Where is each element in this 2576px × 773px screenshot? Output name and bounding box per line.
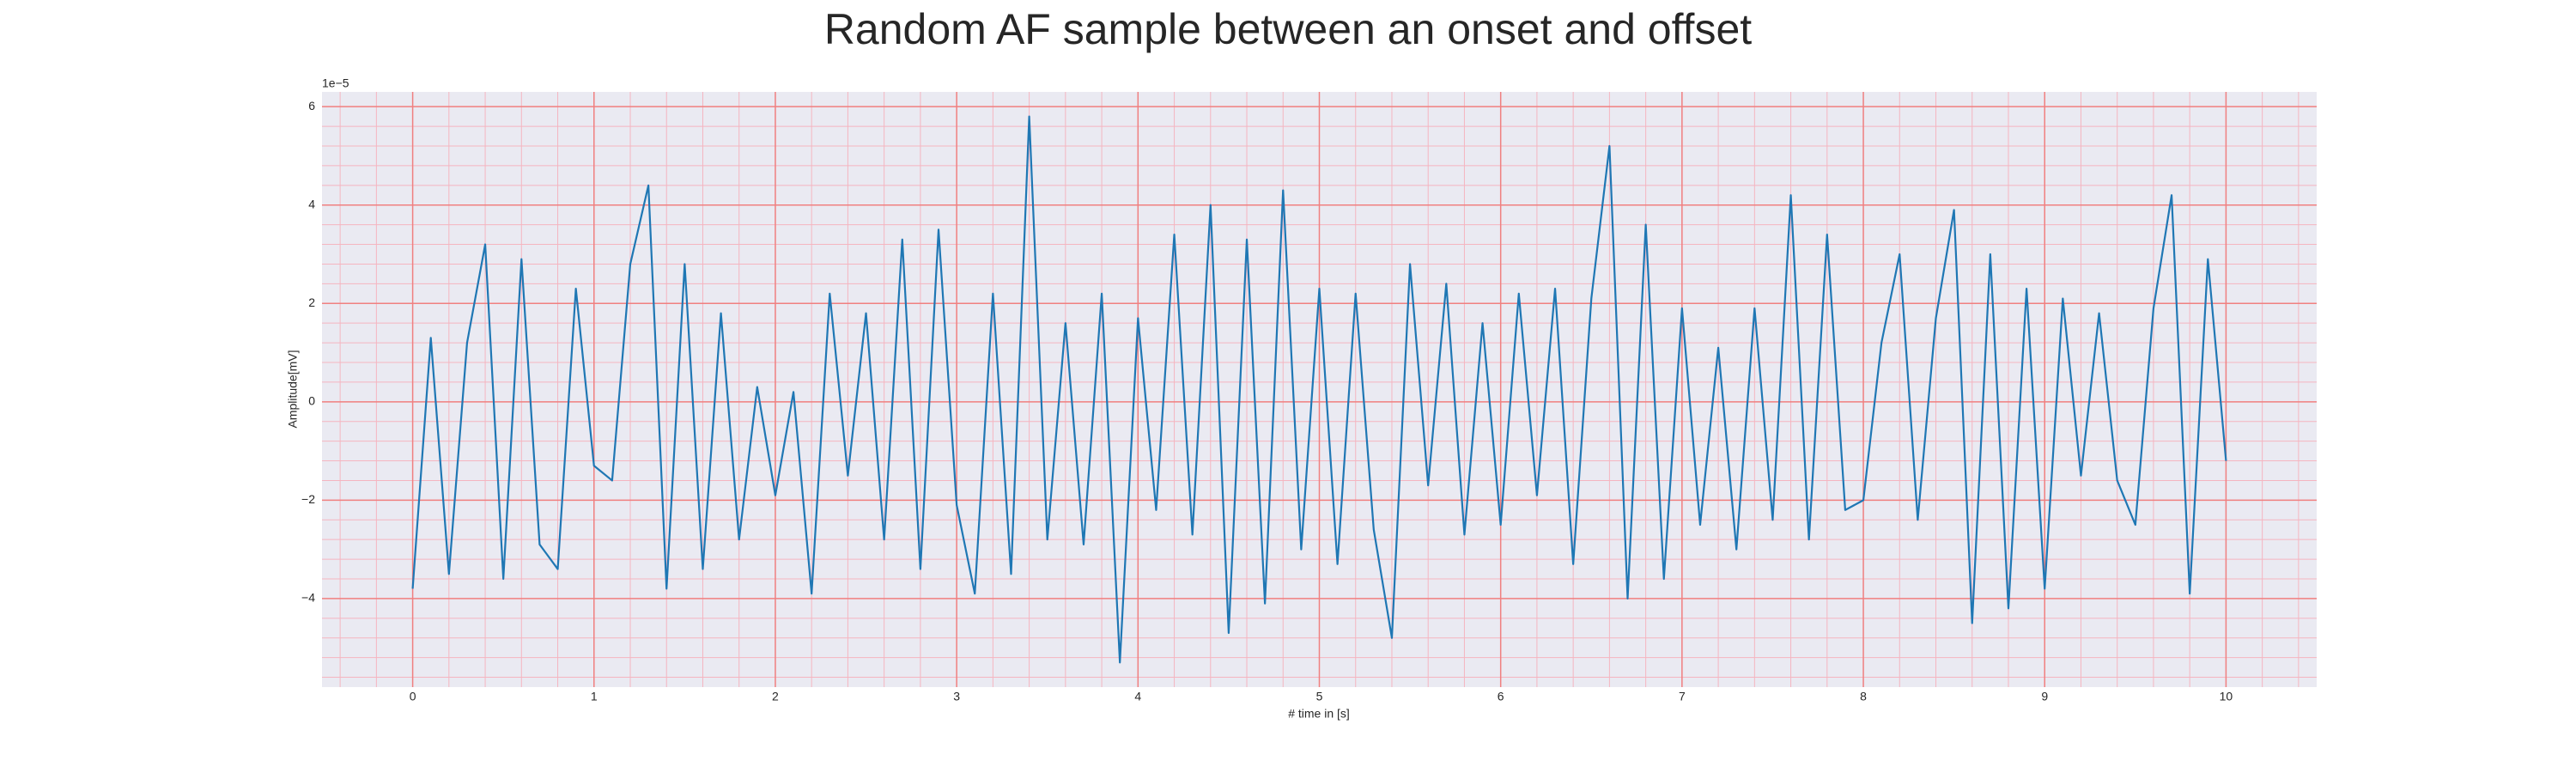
x-tick-label: 1 (591, 690, 598, 703)
y-tick-label: 4 (308, 197, 315, 210)
y-offset-label: 1e−5 (322, 76, 349, 90)
y-tick-label: 0 (308, 394, 315, 408)
x-tick-label: 3 (953, 690, 960, 703)
x-tick-label: 10 (2220, 690, 2233, 703)
x-tick-label: 2 (772, 690, 779, 703)
x-tick-label: 9 (2041, 690, 2048, 703)
y-axis-label: Amplitude[mV] (286, 350, 300, 428)
x-tick-label: 5 (1316, 690, 1323, 703)
x-tick-label: 4 (1134, 690, 1141, 703)
chart-title: Random AF sample between an onset and of… (824, 5, 1752, 53)
x-tick-label: 6 (1498, 690, 1504, 703)
y-tick-label: 6 (308, 99, 315, 113)
x-tick-label: 7 (1679, 690, 1686, 703)
x-tick-label: 0 (410, 690, 416, 703)
y-tick-label: 2 (308, 295, 315, 309)
x-axis-label: # time in [s] (1288, 707, 1350, 721)
y-tick-label: −2 (301, 492, 315, 506)
signal-line (411, 115, 2227, 664)
y-tick-label: −4 (301, 591, 315, 605)
x-tick-label: 8 (1860, 690, 1867, 703)
